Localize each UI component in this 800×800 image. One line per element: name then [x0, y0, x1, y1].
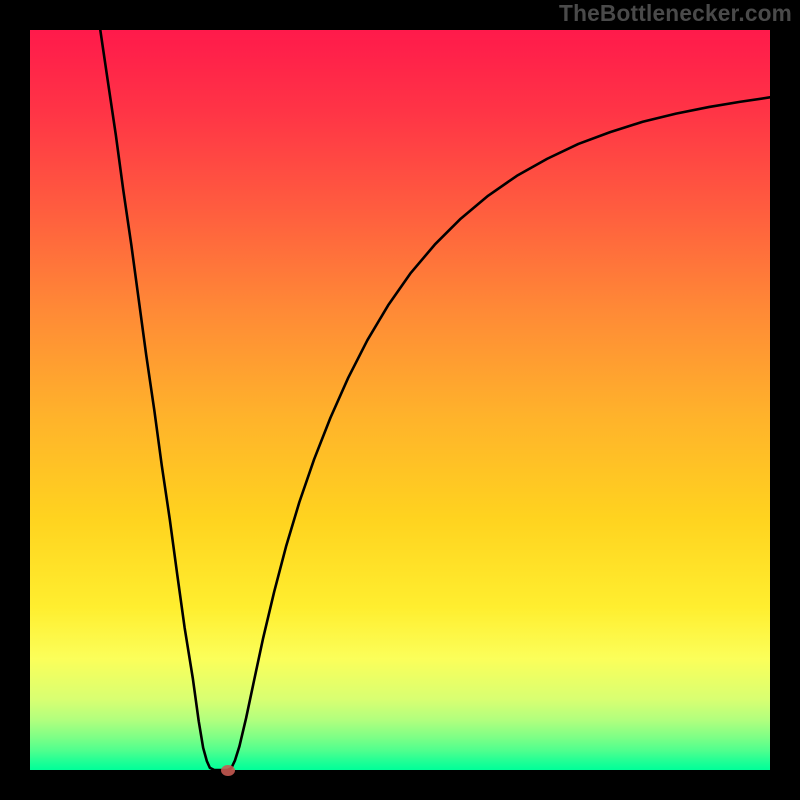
chart-container: TheBottlenecker.com [0, 0, 800, 800]
minimum-marker [221, 765, 235, 776]
plot-area [30, 30, 770, 770]
attribution-label: TheBottlenecker.com [559, 0, 792, 27]
bottleneck-curve [100, 30, 770, 770]
curve-svg [30, 30, 770, 770]
